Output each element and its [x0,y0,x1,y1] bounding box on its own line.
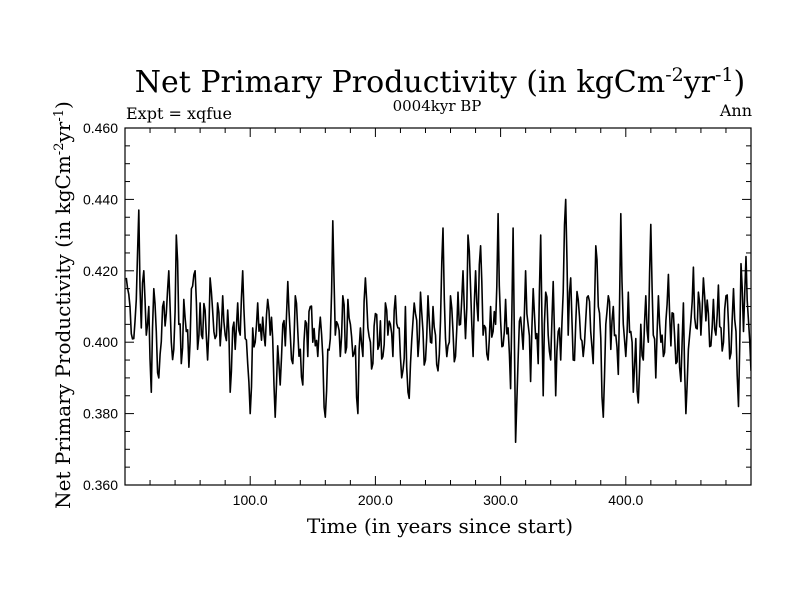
chart-title-sup1: -2 [665,64,684,86]
y-tick-label: 0.420 [83,263,118,279]
y-tick-label: 0.400 [83,334,118,350]
y-axis-label-sup1: -2 [52,143,67,156]
y-tick-label: 0.460 [83,120,118,136]
y-axis-ticks: 0.360 0.380 0.400 0.420 0.440 0.460 [83,120,751,493]
y-tick-label: 0.380 [83,406,118,422]
y-axis-label-a: Net Primary Productivity (in kgCm [51,155,75,509]
x-axis-ticks: 100.0 200.0 300.0 400.0 [149,128,727,508]
chart-title-end: ) [734,65,746,100]
x-tick-label: 400.0 [608,492,643,508]
x-axis-label: Time (in years since start) [307,514,573,538]
x-tick-label: 300.0 [483,492,518,508]
y-tick-label: 0.440 [83,191,118,207]
y-axis-label: Net Primary Productivity (in kgCm-2yr-1) [51,101,75,509]
chart-title: Net Primary Productivity (in kgCm-2yr-1) [135,64,746,100]
y-axis-label-b: yr [51,121,75,143]
y-axis-label-sup2: -1 [52,109,67,122]
experiment-label: Expt = xqfue [126,104,232,123]
x-tick-label: 200.0 [358,492,393,508]
plot-frame [124,127,752,486]
chart-title-sup2: -1 [715,64,734,86]
chart-title-mid: yr [683,65,716,100]
x-tick-label: 100.0 [233,492,268,508]
season-label: Ann [719,101,752,120]
y-axis-label-c: ) [51,101,75,109]
y-tick-label: 0.360 [83,477,118,493]
chart-title-main: Net Primary Productivity (in kgCm [135,65,665,100]
npp-series-line [125,198,751,443]
chart-subtitle: 0004kyr BP [393,97,482,115]
